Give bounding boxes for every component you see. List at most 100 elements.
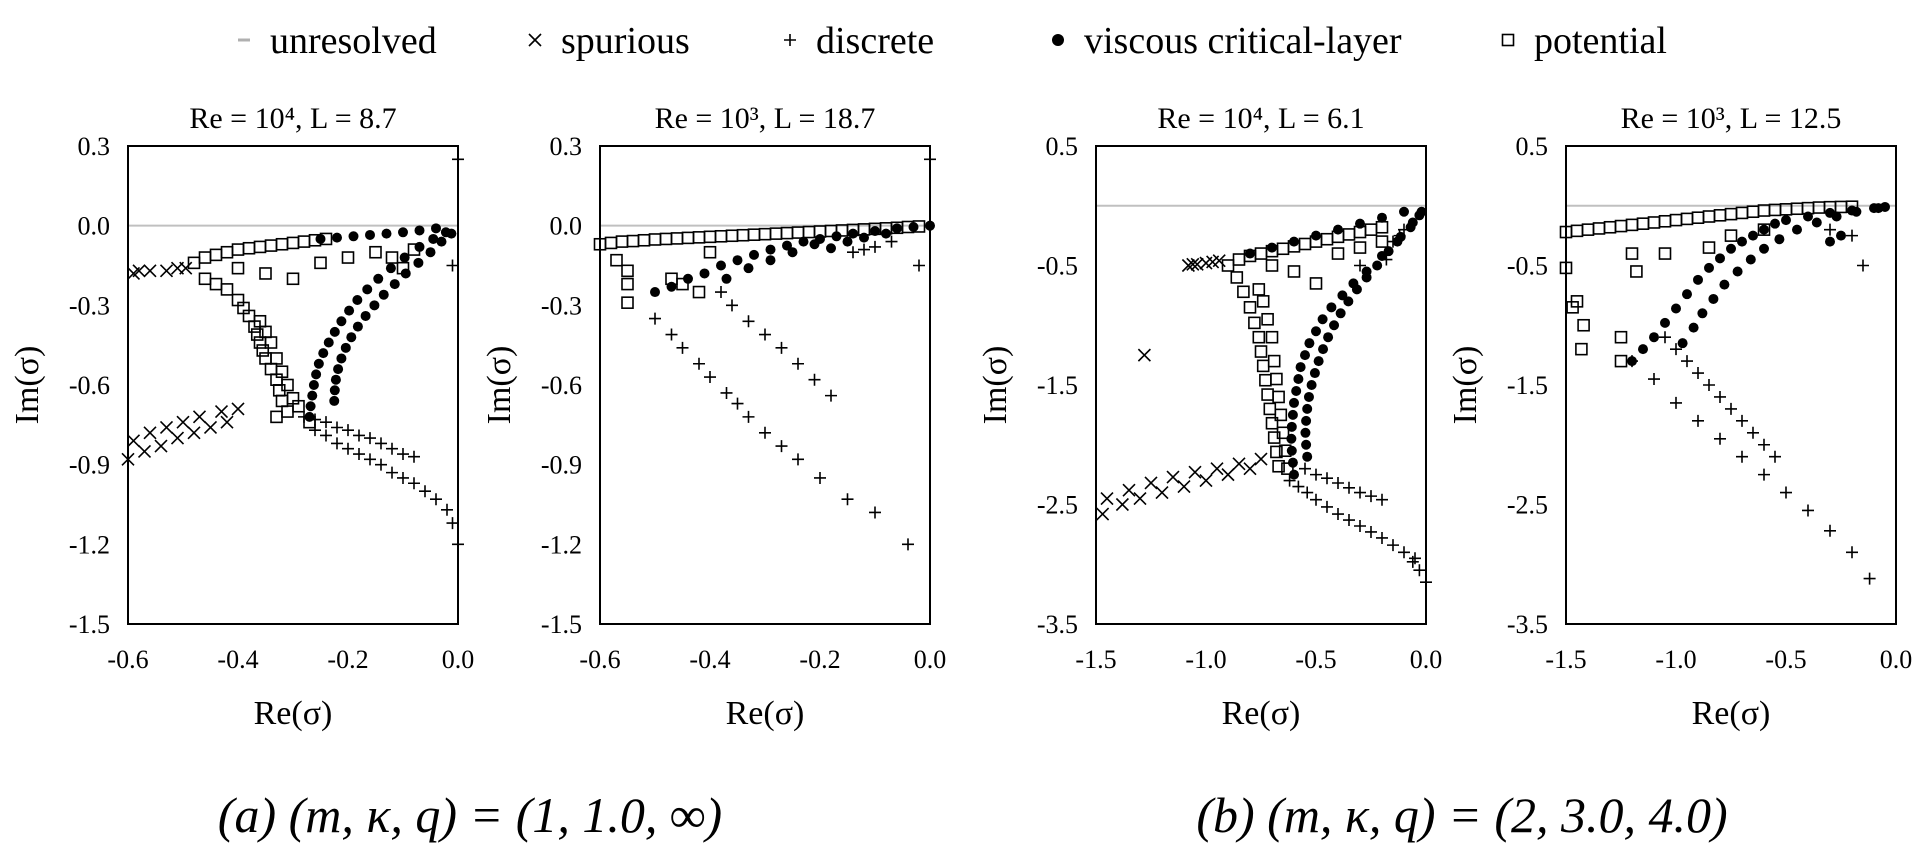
viscous-point bbox=[1286, 433, 1297, 444]
potential-point bbox=[281, 378, 294, 392]
potential-point bbox=[253, 336, 267, 349]
y-tick-label: -1.2 bbox=[541, 530, 582, 559]
potential-point bbox=[626, 234, 640, 248]
potential-point bbox=[1636, 217, 1650, 230]
discrete-point bbox=[742, 315, 755, 328]
discrete-point bbox=[1780, 486, 1792, 499]
spurious-point bbox=[220, 415, 234, 429]
potential-point bbox=[1265, 259, 1279, 272]
viscous-point bbox=[732, 255, 743, 266]
potential-point bbox=[1570, 224, 1584, 238]
potential-point bbox=[1658, 214, 1672, 228]
y-tick-label: 0.5 bbox=[1516, 132, 1549, 161]
potential-point bbox=[209, 277, 223, 291]
discrete-point bbox=[1736, 450, 1748, 463]
viscous-point bbox=[1638, 344, 1648, 355]
legend-label-potential: potential bbox=[1534, 20, 1667, 62]
discrete-point bbox=[665, 328, 678, 341]
spurious-point bbox=[1144, 476, 1158, 490]
panel-title: Re = 10⁴, L = 6.1 bbox=[1157, 102, 1364, 135]
discrete-point bbox=[309, 424, 321, 437]
viscous-point bbox=[1289, 469, 1299, 480]
discrete-point bbox=[885, 235, 898, 248]
viscous-point bbox=[1318, 344, 1329, 355]
spurious-point bbox=[179, 261, 193, 275]
y-axis-label: Im(σ) bbox=[481, 346, 518, 425]
potential-point bbox=[1256, 295, 1270, 308]
discrete-point bbox=[759, 426, 771, 439]
discrete-point bbox=[676, 341, 689, 354]
potential-point bbox=[1331, 247, 1345, 260]
viscous-point bbox=[842, 236, 853, 247]
spurious-point bbox=[126, 434, 141, 448]
potential-point bbox=[1592, 222, 1606, 235]
viscous-point bbox=[1309, 368, 1320, 379]
viscous-point bbox=[1286, 421, 1297, 432]
discrete-point bbox=[913, 259, 925, 272]
potential-point bbox=[1254, 345, 1268, 358]
viscous-point bbox=[1704, 262, 1714, 273]
y-axis-label: Im(σ) bbox=[9, 346, 46, 425]
viscous-point bbox=[699, 268, 710, 279]
viscous-point bbox=[323, 337, 334, 348]
discrete-point bbox=[1846, 229, 1858, 242]
potential-point bbox=[1577, 318, 1590, 332]
discrete-point bbox=[386, 442, 398, 455]
discrete-point bbox=[1648, 373, 1660, 386]
potential-point bbox=[1287, 265, 1301, 278]
potential-point bbox=[791, 226, 805, 239]
viscous-point bbox=[1313, 356, 1324, 367]
viscous-point bbox=[782, 240, 792, 251]
discrete-point bbox=[720, 386, 733, 399]
discrete-point bbox=[1406, 555, 1419, 568]
discrete-point bbox=[1703, 379, 1715, 391]
y-tick-label: -0.9 bbox=[69, 451, 110, 480]
viscous-point bbox=[1377, 212, 1387, 223]
viscous-point bbox=[1306, 380, 1317, 390]
potential-point bbox=[1630, 265, 1643, 278]
y-tick-label: 0.0 bbox=[550, 212, 583, 241]
discrete-point bbox=[446, 259, 459, 272]
potential-point bbox=[1669, 213, 1683, 227]
spurious-point bbox=[137, 444, 152, 458]
spurious-point bbox=[1115, 497, 1129, 512]
potential-point bbox=[1265, 416, 1279, 430]
viscous-point bbox=[1748, 230, 1758, 241]
panel-4: Re = 10³, L = 12.5 0.5 -0.5 -1.5 -2.5 -3.5 -1.… bbox=[1447, 102, 1912, 732]
potential-point bbox=[1270, 445, 1283, 459]
discrete-point bbox=[1736, 414, 1748, 427]
viscous-point bbox=[1293, 374, 1304, 385]
viscous-point bbox=[1399, 206, 1409, 217]
viscous-point bbox=[881, 228, 891, 239]
discrete-point bbox=[1299, 462, 1311, 475]
potential-point bbox=[270, 410, 283, 424]
discrete-point bbox=[1343, 481, 1355, 494]
discrete-point bbox=[342, 424, 354, 437]
viscous-point bbox=[870, 225, 880, 236]
viscous-point bbox=[389, 279, 400, 290]
potential-point bbox=[1691, 211, 1705, 224]
potential-point bbox=[1272, 459, 1285, 473]
spurious-point bbox=[132, 264, 146, 278]
discrete-point bbox=[1398, 223, 1410, 236]
potential-point bbox=[220, 283, 234, 296]
discrete-point bbox=[419, 485, 431, 498]
potential-point bbox=[692, 285, 706, 299]
potential-point bbox=[703, 230, 717, 244]
potential-point bbox=[259, 325, 272, 339]
viscous-point bbox=[1304, 338, 1315, 349]
discrete-point bbox=[1714, 432, 1726, 445]
viscous-point bbox=[1351, 284, 1362, 295]
viscous-point bbox=[305, 401, 316, 412]
potential-point bbox=[1746, 205, 1760, 219]
discrete-point bbox=[397, 471, 409, 484]
spurious-point bbox=[1210, 462, 1224, 476]
potential-point bbox=[1272, 390, 1285, 404]
discrete-point bbox=[1321, 472, 1333, 485]
spurious-point bbox=[1166, 470, 1180, 484]
panel-title: Re = 10³, L = 18.7 bbox=[655, 102, 876, 135]
discrete-point bbox=[430, 493, 442, 506]
potential-point bbox=[281, 405, 294, 418]
discrete-point bbox=[792, 357, 804, 370]
viscous-point bbox=[650, 287, 660, 298]
